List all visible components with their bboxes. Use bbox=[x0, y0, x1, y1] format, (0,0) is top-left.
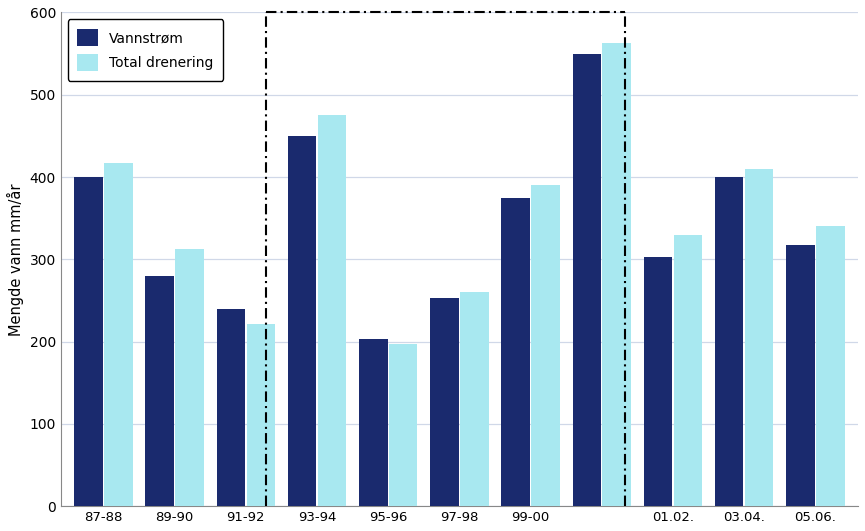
Bar bbox=[786, 245, 815, 506]
Bar bbox=[502, 198, 530, 506]
Bar bbox=[145, 276, 174, 506]
Bar bbox=[715, 177, 743, 506]
Bar bbox=[247, 323, 275, 506]
Bar bbox=[317, 115, 346, 506]
Bar bbox=[674, 235, 702, 506]
Bar bbox=[430, 298, 458, 506]
Bar bbox=[573, 54, 601, 506]
Legend: Vannstrøm, Total drenering: Vannstrøm, Total drenering bbox=[67, 20, 223, 81]
Bar bbox=[816, 226, 844, 506]
Bar bbox=[74, 177, 103, 506]
Bar bbox=[603, 43, 631, 506]
Bar bbox=[531, 185, 560, 506]
Bar bbox=[745, 169, 773, 506]
Bar bbox=[288, 136, 317, 506]
Bar bbox=[644, 257, 672, 506]
Bar bbox=[216, 309, 245, 506]
Bar bbox=[460, 292, 489, 506]
Y-axis label: Mengde vann mm/år: Mengde vann mm/år bbox=[7, 183, 24, 336]
Bar bbox=[104, 163, 132, 506]
Bar bbox=[176, 250, 204, 506]
Bar bbox=[359, 339, 388, 506]
Bar bbox=[389, 344, 418, 506]
